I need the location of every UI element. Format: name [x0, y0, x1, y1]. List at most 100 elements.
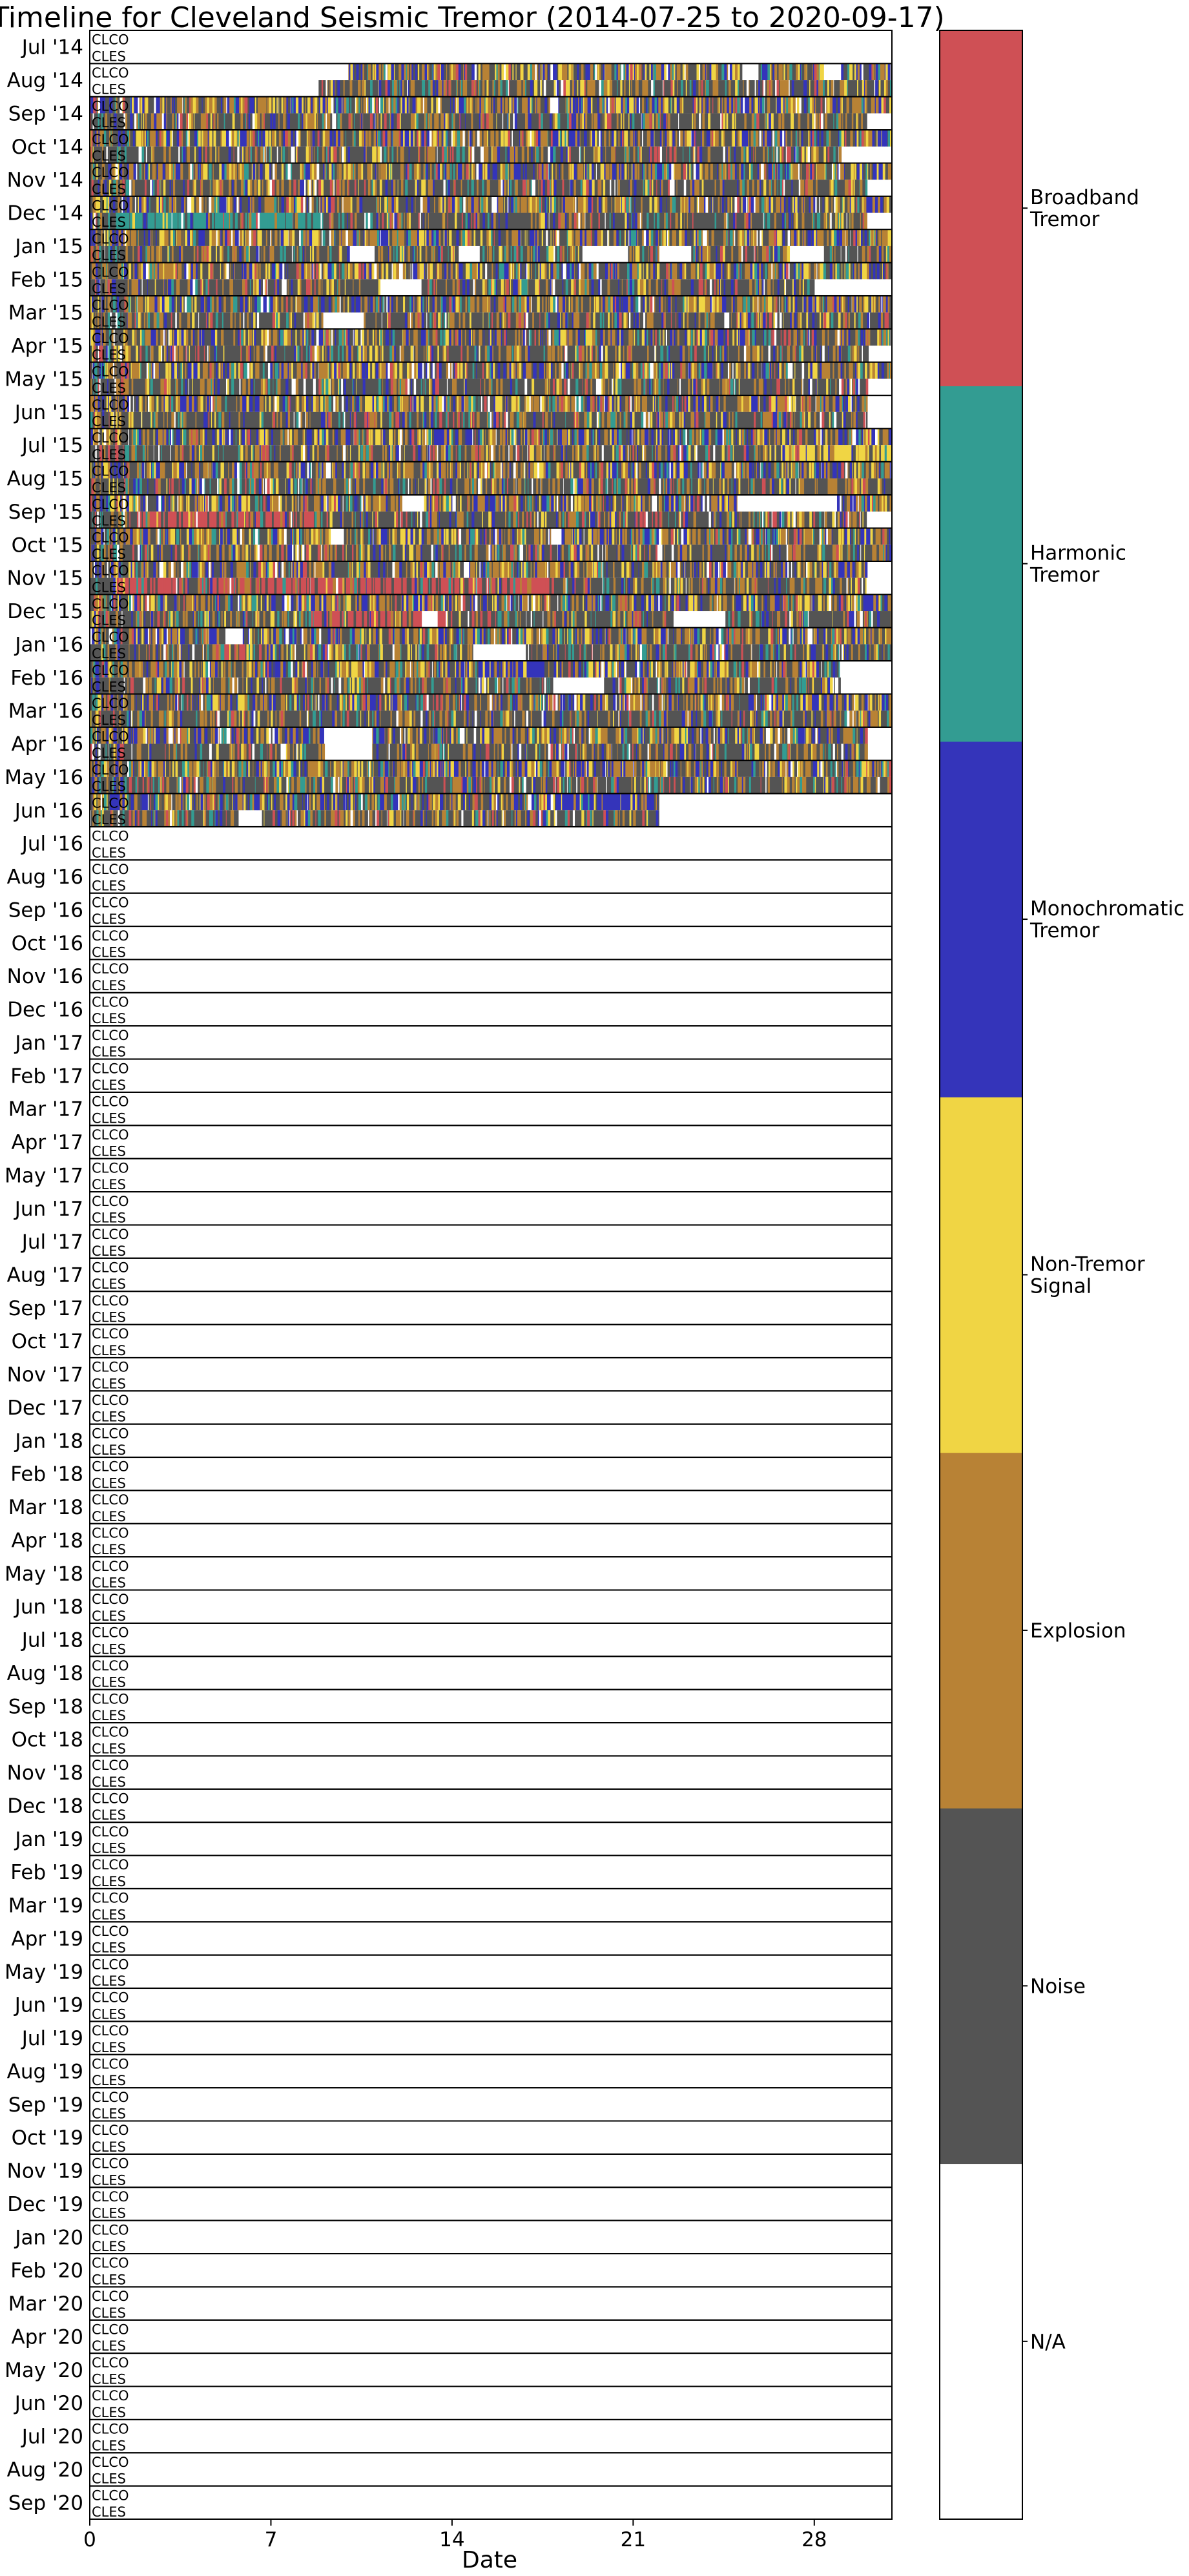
- class-segment: [482, 113, 485, 130]
- class-segment: [267, 96, 270, 114]
- class-segment: [581, 63, 584, 81]
- class-segment: [794, 180, 796, 196]
- class-segment: [443, 196, 445, 213]
- class-segment: [409, 245, 413, 263]
- class-segment: [340, 146, 342, 163]
- class-segment: [820, 180, 823, 196]
- class-segment: [398, 213, 400, 230]
- class-segment: [421, 113, 425, 130]
- class-segment: [375, 163, 377, 180]
- class-segment: [511, 196, 514, 213]
- class-segment: [557, 80, 559, 97]
- class-segment: [421, 180, 424, 196]
- class-segment: [690, 130, 692, 147]
- class-segment: [98, 163, 99, 180]
- class-segment: [754, 146, 756, 163]
- class-segment: [150, 130, 154, 147]
- class-segment: [831, 146, 834, 163]
- class-segment: [522, 96, 526, 114]
- class-segment: [314, 163, 316, 180]
- class-segment: [104, 180, 105, 196]
- class-segment: [855, 180, 858, 196]
- class-segment: [718, 213, 720, 230]
- class-segment: [90, 196, 93, 213]
- class-segment: [646, 113, 650, 130]
- class-segment: [484, 213, 488, 230]
- class-segment: [537, 96, 539, 114]
- class-segment: [761, 196, 764, 213]
- class-segment: [451, 213, 453, 230]
- class-segment: [485, 113, 487, 130]
- class-segment: [96, 163, 99, 180]
- class-segment: [373, 213, 377, 230]
- class-segment: [631, 196, 635, 213]
- class-segment: [754, 229, 757, 246]
- class-segment: [102, 213, 105, 230]
- class-segment: [198, 163, 200, 180]
- class-segment: [389, 180, 392, 196]
- class-segment: [278, 213, 282, 230]
- class-segment: [703, 196, 706, 213]
- class-segment: [620, 130, 623, 147]
- class-segment: [211, 229, 215, 246]
- class-segment: [103, 113, 106, 130]
- class-segment: [473, 80, 475, 97]
- class-segment: [475, 163, 477, 180]
- class-segment: [238, 180, 242, 196]
- class-segment: [862, 229, 865, 246]
- class-segment: [765, 213, 768, 230]
- class-segment: [462, 80, 464, 97]
- class-segment: [827, 180, 830, 196]
- class-segment: [543, 63, 545, 81]
- class-segment: [504, 196, 506, 213]
- class-segment: [302, 130, 305, 147]
- class-segment: [442, 213, 444, 230]
- class-segment: [180, 96, 183, 114]
- class-segment: [251, 213, 254, 230]
- class-segment: [886, 163, 889, 180]
- class-segment: [804, 113, 808, 130]
- class-segment: [626, 196, 629, 213]
- class-segment: [346, 180, 349, 196]
- class-segment: [785, 180, 788, 196]
- class-segment: [532, 113, 534, 130]
- class-segment: [548, 63, 550, 81]
- class-segment: [697, 229, 699, 246]
- class-segment: [648, 163, 650, 180]
- class-segment: [564, 245, 568, 263]
- class-segment: [450, 130, 451, 147]
- class-segment: [692, 63, 694, 81]
- class-segment: [233, 196, 234, 213]
- class-segment: [821, 229, 824, 246]
- class-segment: [342, 96, 344, 114]
- class-segment: [451, 80, 454, 97]
- class-segment: [380, 130, 382, 147]
- class-segment: [708, 196, 712, 213]
- class-segment: [876, 229, 878, 246]
- class-segment: [376, 80, 378, 97]
- class-segment: [510, 229, 512, 246]
- class-segment: [723, 163, 726, 180]
- class-segment: [716, 196, 718, 213]
- class-segment: [161, 229, 165, 246]
- class-segment: [501, 245, 503, 263]
- class-segment: [92, 130, 96, 147]
- class-segment: [716, 229, 720, 246]
- class-segment: [483, 130, 486, 147]
- class-segment: [256, 146, 258, 163]
- class-segment: [218, 245, 220, 263]
- class-segment: [125, 113, 128, 130]
- class-segment: [729, 80, 731, 97]
- class-segment: [119, 213, 122, 230]
- class-segment: [205, 146, 208, 163]
- class-segment: [776, 180, 778, 196]
- class-segment: [127, 96, 130, 114]
- class-segment: [632, 63, 635, 81]
- class-segment: [102, 229, 104, 246]
- class-segment: [478, 196, 481, 213]
- class-segment: [862, 213, 865, 230]
- class-segment: [634, 196, 636, 213]
- class-segment: [379, 196, 382, 213]
- class-segment: [334, 245, 336, 263]
- class-segment: [829, 130, 831, 147]
